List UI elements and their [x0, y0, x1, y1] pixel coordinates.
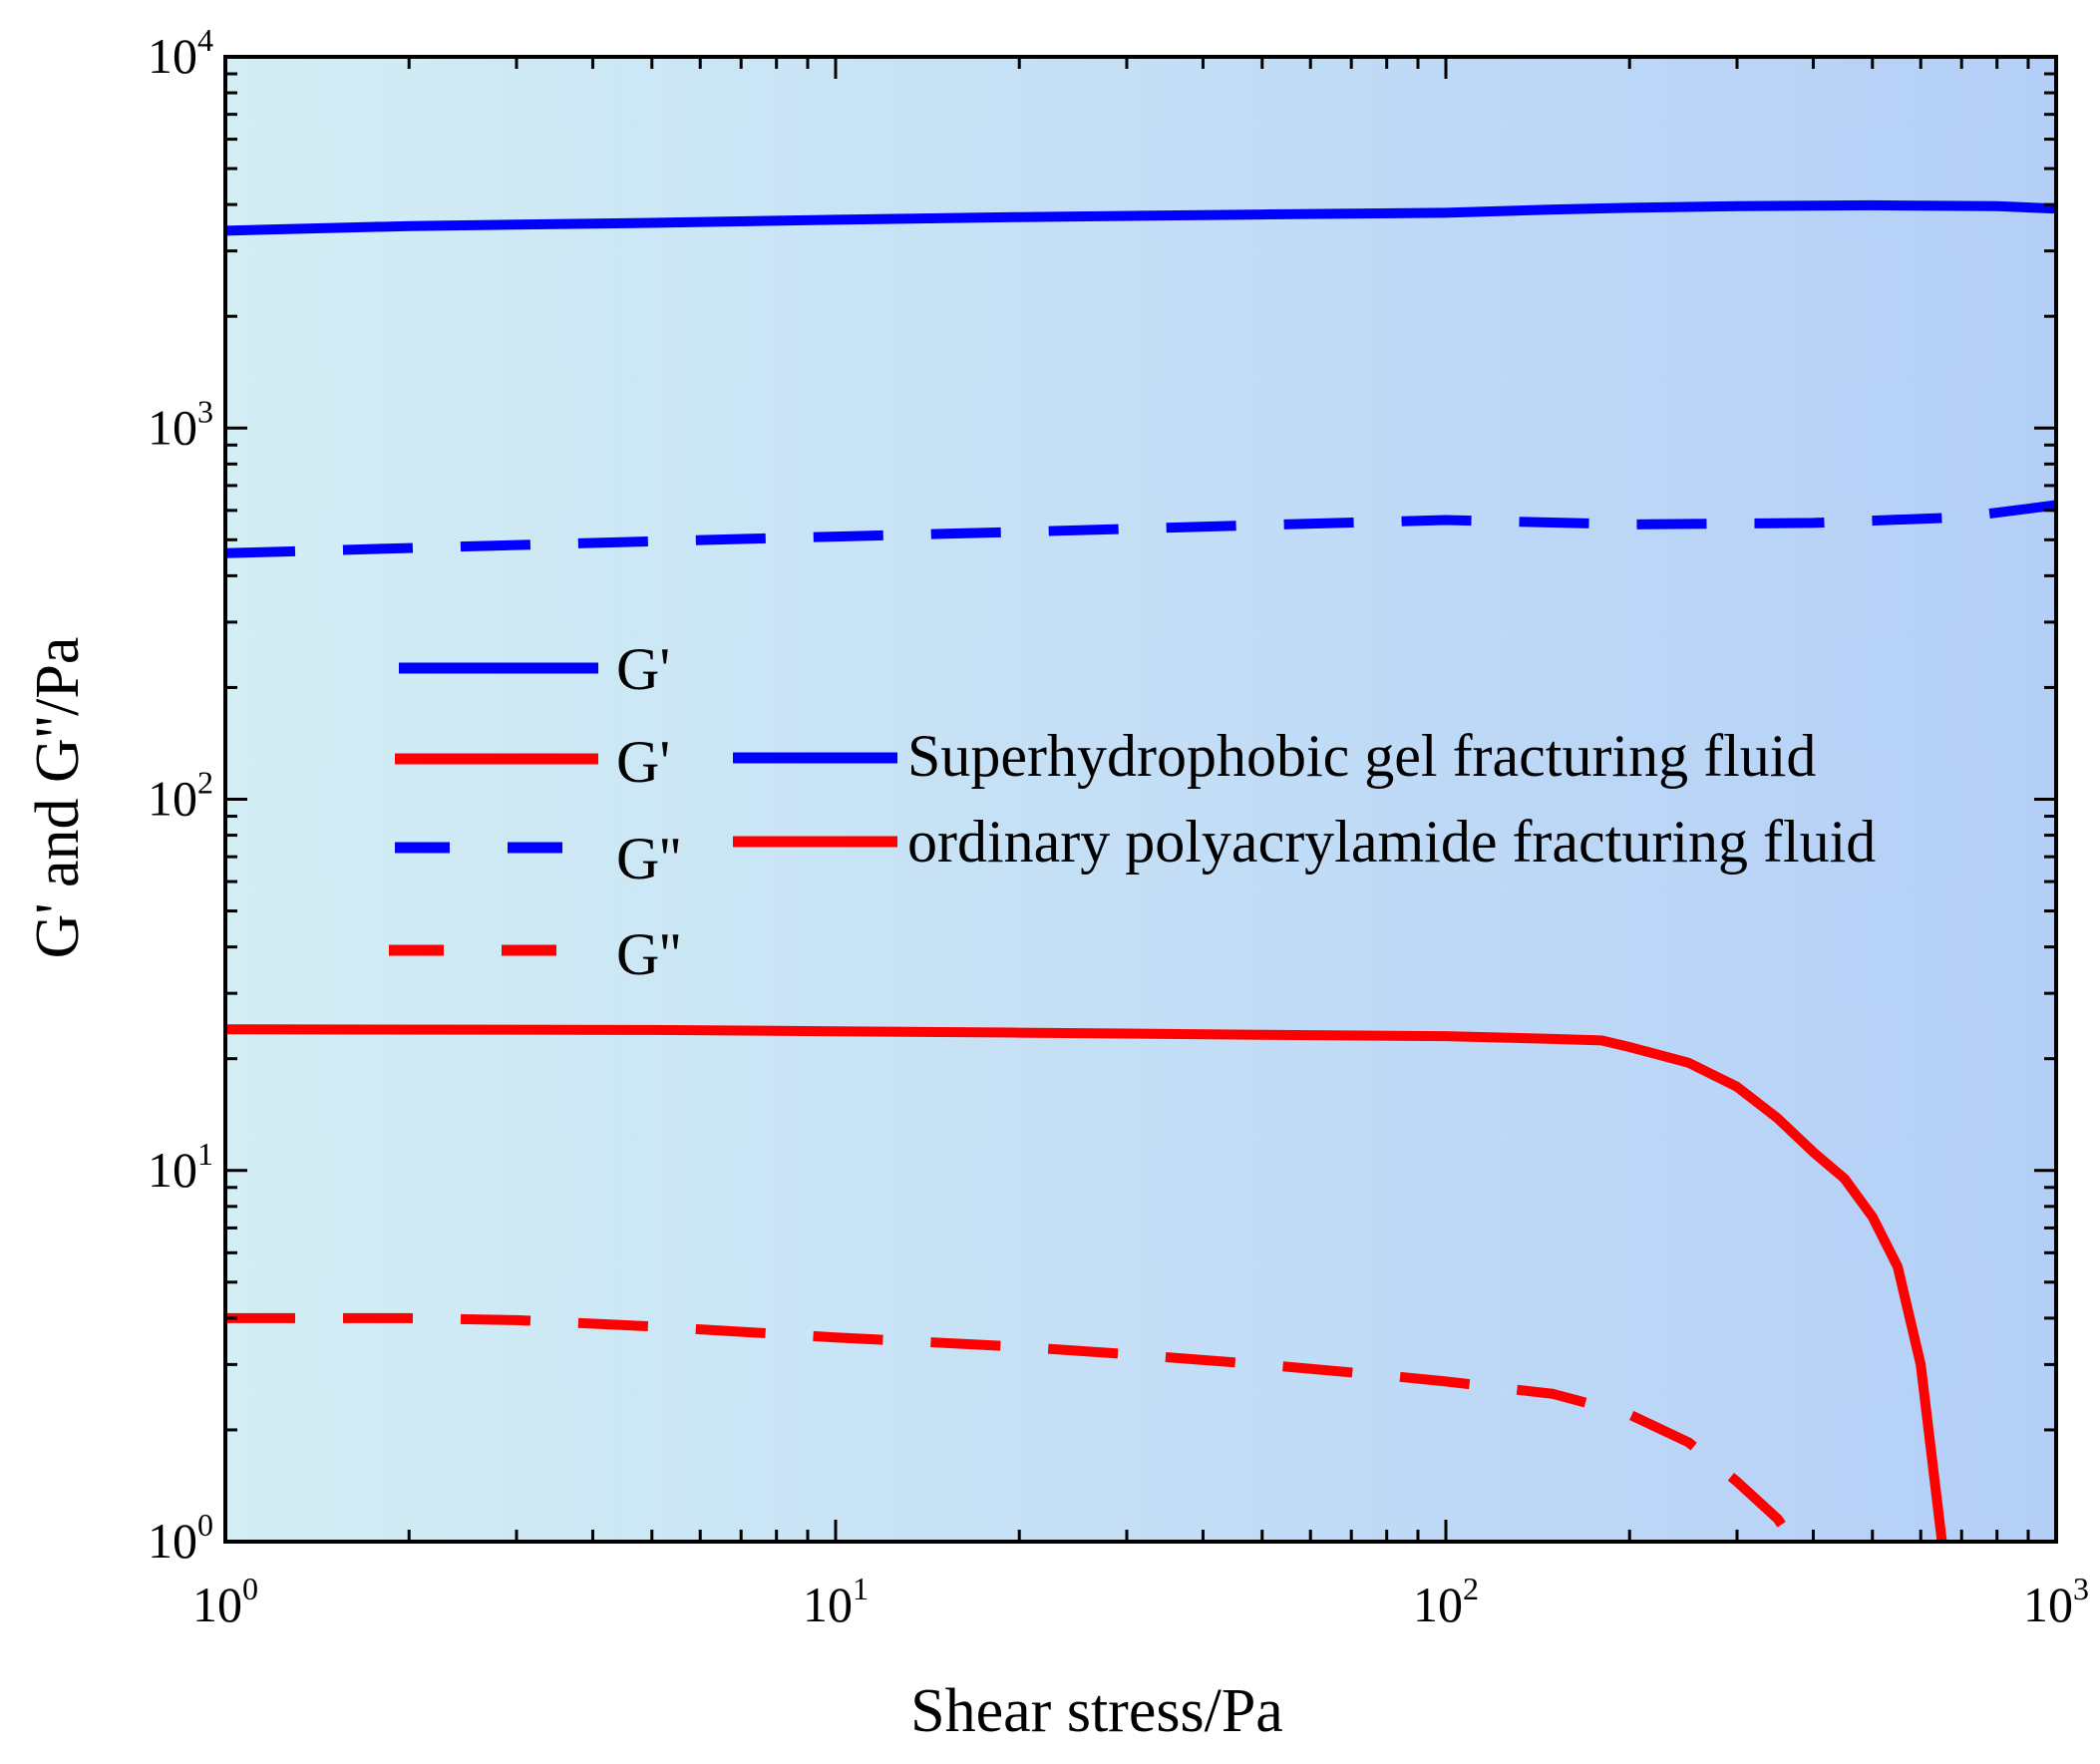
y-tick-label: 101 [148, 1136, 213, 1198]
tick-labels: 100 101 102 103 100 101 102 103 104 [148, 22, 2089, 1632]
legend-label-g-prime-red: G' [616, 729, 670, 795]
legend-label-g-double-prime-red: G'' [616, 921, 681, 987]
x-axis-title: Shear stress/Pa [910, 1677, 1283, 1745]
series-line-2 [224, 1024, 1947, 1543]
legend-label-g-prime-blue: G' [616, 636, 670, 702]
legend-label-superhydrophobic: Superhydrophobic gel fracturing fluid [907, 723, 1816, 789]
x-tick-label: 103 [2023, 1571, 2089, 1632]
y-tick-label: 100 [148, 1507, 213, 1569]
plot-background [225, 57, 2056, 1542]
legend-label-polyacrylamide: ordinary polyacrylamide fracturing fluid [907, 809, 1876, 875]
legend-label-g-double-prime-blue: G'' [616, 826, 681, 891]
x-tick-label: 102 [1413, 1571, 1479, 1632]
series-layer [224, 199, 2057, 1545]
x-tick-label: 101 [803, 1571, 869, 1632]
y-tick-label: 102 [148, 765, 213, 827]
x-tick-label: 100 [192, 1571, 258, 1632]
series-line-3 [225, 1312, 1797, 1545]
series-line-0 [224, 199, 2057, 236]
y-axis-title: G' and G''/Pa [24, 637, 92, 959]
legend: G' G' G'' G'' Superhydrophobic gel fract… [389, 636, 1876, 987]
y-tick-label: 104 [148, 22, 213, 84]
ticks-layer [223, 55, 2058, 1544]
y-tick-label: 103 [148, 393, 213, 455]
